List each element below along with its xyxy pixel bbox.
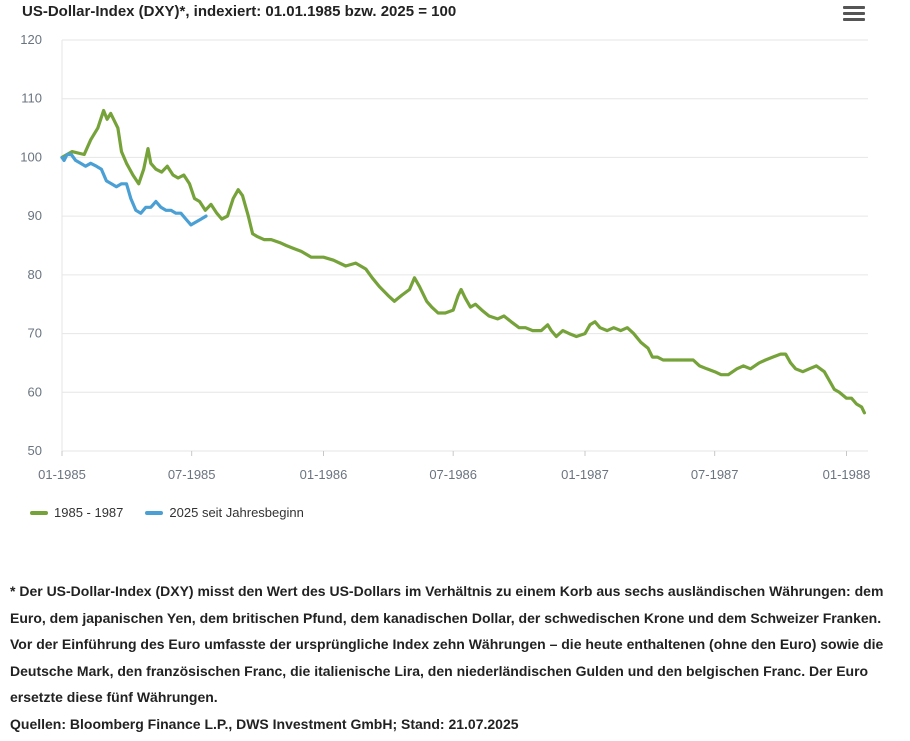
x-tick-label-07-1985: 07-1985: [168, 467, 216, 482]
x-tick-label-01-1986: 01-1986: [300, 467, 348, 482]
series-line-1985-1987: [60, 108, 867, 415]
x-tick-label-07-1986: 07-1986: [429, 467, 477, 482]
y-tick-label-90: 90: [28, 208, 42, 223]
x-axis: 01-1985 07-1985 01-1986 07-1986 01-1987 07-19…: [38, 451, 870, 482]
grid-layer: [61, 39, 868, 452]
x-tick-label-01-1987: 01-1987: [561, 467, 609, 482]
y-tick-label-60: 60: [28, 384, 42, 399]
legend-swatch-2025: [145, 510, 164, 515]
x-tick-label-07-1987: 07-1987: [691, 467, 739, 482]
y-tick-label-110: 110: [21, 91, 42, 106]
legend-label-1985-1987: 1985 - 1987: [54, 505, 124, 520]
chart-title: US-Dollar-Index (DXY)*, indexiert: 01.01…: [22, 3, 457, 20]
y-tick-label-80: 80: [28, 267, 42, 282]
legend-label-2025: 2025 seit Jahresbeginn: [169, 505, 304, 520]
x-tick-label-01-1985: 01-1985: [38, 467, 86, 482]
legend-swatch-1985-1987: [30, 510, 48, 515]
x-tick-label-01-1988: 01-1988: [823, 467, 871, 482]
legend-item-1985-1987[interactable]: 1985 - 1987: [30, 505, 123, 520]
y-tick-label-120: 120: [20, 32, 42, 47]
y-axis: 50 60 70 80 90 100 110 120: [20, 32, 42, 458]
series-layer: [60, 108, 867, 415]
footnote: * Der US-Dollar-Index (DXY) misst den We…: [10, 578, 890, 737]
y-tick-label-50: 50: [28, 443, 42, 458]
y-tick-label-70: 70: [28, 326, 42, 341]
series-line-2025: [60, 152, 208, 227]
y-tick-label-100: 100: [20, 149, 42, 164]
footnote-text: * Der US-Dollar-Index (DXY) misst den We…: [10, 583, 884, 705]
legend: 1985 - 1987 2025 seit Jahresbeginn: [30, 505, 304, 520]
footnote-sources: Quellen: Bloomberg Finance L.P., DWS Inv…: [10, 715, 519, 732]
hamburger-menu-icon[interactable]: [843, 6, 865, 24]
legend-item-2025[interactable]: 2025 seit Jahresbeginn: [145, 505, 304, 520]
